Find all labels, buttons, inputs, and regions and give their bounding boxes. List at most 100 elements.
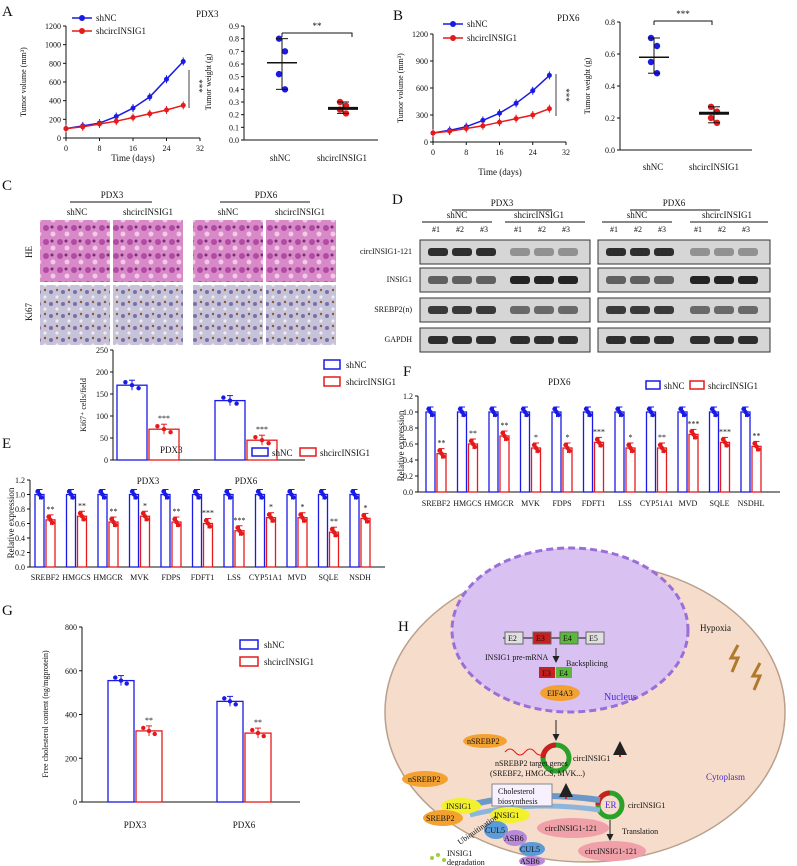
- panel-c-row-he: HE: [24, 246, 34, 258]
- significance-label: **: [438, 439, 446, 448]
- panel-c-col-2: shcircINSIG1: [123, 207, 173, 217]
- bar: [708, 411, 720, 493]
- significance-label: **: [501, 421, 509, 430]
- gene-label: MVD: [288, 573, 307, 582]
- blot-band: [510, 306, 530, 314]
- bar: [191, 493, 203, 568]
- lightning-icon-2: [750, 662, 763, 691]
- gene-label: NSDHL: [738, 499, 765, 508]
- e-y-tick-label: 0.8: [15, 505, 25, 514]
- gene-label: CYP51A1: [249, 573, 282, 582]
- peptide-label-1: circINSIG1-121: [545, 824, 597, 833]
- data-point: [123, 380, 128, 385]
- srebp2-label: SREBP2: [426, 814, 454, 823]
- bar: [677, 411, 688, 493]
- significance-label: **: [145, 716, 153, 725]
- data-point: [196, 495, 202, 500]
- legend-e-shnc: shNC: [272, 448, 293, 458]
- blot-band: [510, 276, 530, 284]
- bar: [425, 411, 436, 493]
- data-point: [129, 383, 135, 388]
- bar: [214, 399, 246, 461]
- data-point: [504, 436, 509, 442]
- legend-g-shnc: shNC: [264, 640, 285, 650]
- gene-label: SQLE: [319, 573, 339, 582]
- bar: [751, 445, 762, 493]
- g-y-tick-label: 200: [65, 754, 77, 763]
- bar: [97, 493, 108, 568]
- f-y-tick-label: 0.4: [403, 456, 413, 465]
- significance-label: ***: [234, 516, 246, 525]
- cholesterol-box: [491, 783, 553, 807]
- f-y-tick-label: 1.2: [403, 392, 413, 401]
- lane-label: #2: [456, 225, 464, 234]
- nsrebp2-nuc-label: nSREBP2: [467, 737, 499, 746]
- blot-band: [690, 248, 710, 256]
- data-point: [250, 727, 255, 733]
- data-point: [81, 517, 87, 522]
- gene-label: HMGCR: [484, 499, 514, 508]
- c-y-tick-label: 200: [96, 368, 108, 377]
- data-point: [239, 531, 244, 536]
- significance-label: **: [753, 431, 761, 440]
- panel-a-growth-sig: ***: [194, 79, 204, 93]
- g-y-tick-label: 400: [65, 711, 77, 720]
- bw-y-tick-label: 0.0: [605, 146, 615, 155]
- bar: [349, 493, 360, 568]
- data-point: [493, 412, 498, 418]
- a-x-tick-label: 32: [196, 144, 204, 153]
- blot-membrane: [419, 239, 591, 265]
- aw-y-tick-label: 0.1: [229, 123, 239, 132]
- aw-y-tick-label: 0.8: [229, 35, 239, 44]
- nucleus-envelope: [450, 546, 690, 714]
- blot-band: [738, 276, 758, 284]
- data-point: [661, 448, 667, 454]
- bar: [551, 411, 562, 493]
- bar: [135, 730, 163, 803]
- significance-label: ***: [202, 509, 214, 518]
- data-point: [745, 412, 750, 418]
- bar: [34, 493, 45, 568]
- significance-label: ***: [719, 427, 731, 436]
- data-point: [50, 520, 55, 526]
- gene-label: MVD: [679, 499, 698, 508]
- ki67-image-pdx6-shnc: [193, 285, 263, 345]
- premrna-label: INSIG1 pre-mRNA: [485, 653, 549, 662]
- data-point: [524, 412, 530, 418]
- b-y-tick-label: 600: [416, 84, 428, 93]
- blot-band: [606, 248, 626, 256]
- bar: [688, 433, 699, 493]
- target-line-1: nSREBP2 target genes: [495, 759, 568, 768]
- blot-band: [476, 336, 496, 344]
- lane-label: #1: [514, 225, 522, 234]
- bw-y-tick-label: 0.4: [605, 82, 615, 91]
- bar: [436, 452, 447, 493]
- data-point: [161, 427, 167, 432]
- b-x-tick-label: 32: [562, 148, 570, 157]
- data-point: [556, 412, 561, 418]
- panel-letter-d: D: [392, 192, 403, 208]
- data-point: [650, 412, 656, 418]
- significance-label: *: [301, 503, 305, 512]
- panel-a-legend: shNC shcircINSIG1: [72, 13, 146, 36]
- aw-y-tick-label: 0.4: [229, 85, 239, 94]
- bw-y-tick-label: 0.8: [605, 18, 615, 27]
- cul5-label: CUL5: [485, 826, 505, 835]
- data-point: [227, 699, 233, 704]
- panel-d-western-blot: PDX3 PDX6 shNC shcircINSIG1 shNC shcircI…: [360, 198, 771, 353]
- bar: [645, 411, 657, 493]
- gene-label: SREBF2: [422, 499, 450, 508]
- blot-band: [606, 306, 626, 314]
- panel-d-pdx6: PDX6: [663, 198, 686, 208]
- gene-label: FDFT1: [191, 573, 215, 582]
- blot-band: [714, 276, 734, 284]
- lane-label: #3: [658, 225, 666, 234]
- blot-band: [534, 248, 554, 256]
- data-point: [133, 495, 139, 500]
- bar: [171, 521, 182, 568]
- data-point: [647, 58, 655, 66]
- hypoxia-label: Hypoxia: [700, 623, 731, 633]
- data-point: [259, 495, 265, 500]
- legend-shnc: shNC: [96, 13, 117, 23]
